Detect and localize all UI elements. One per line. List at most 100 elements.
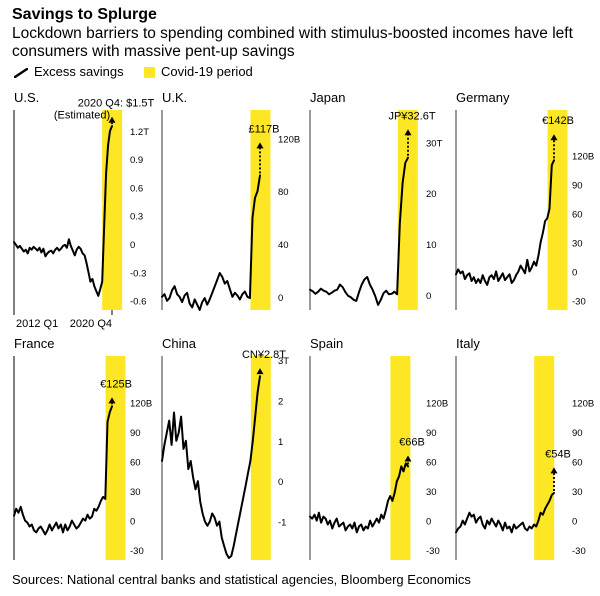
y-tick-label-china-2: 1 [278,437,283,448]
panel-italy: Italy -30 0 30 60 90 120B €54B [455,336,594,560]
panel-title-japan: Japan [310,90,345,105]
series-line-germany [455,159,555,286]
annotation-japan: JP¥32.6T [388,110,435,122]
projection-arrow-u-k [256,142,264,149]
legend-box-swatch [144,67,155,78]
panel-spain: Spain -30 0 30 60 90 120B €66B [309,336,448,560]
y-tick-label-france-0: -30 [130,546,144,557]
y-tick-label-italy-3: 60 [572,457,583,468]
y-tick-label-germany-1: 0 [572,267,577,278]
y-tick-label-japan-3: 30T [426,138,443,149]
covid-period-band-spain [390,356,411,560]
y-tick-label-italy-2: 30 [572,487,583,498]
y-tick-label-u-s-3: 0.3 [130,212,143,223]
annotation-u-k: £117B [249,123,280,135]
covid-period-band-france [105,356,126,560]
y-tick-label-spain-2: 30 [426,487,437,498]
projection-arrow-u-s [108,116,116,123]
covid-period-band-japan [397,110,418,310]
series-line-japan [309,156,409,306]
series-line-spain [309,462,409,534]
covid-period-band-italy [534,356,555,560]
y-tick-label-u-s-6: 1.2T [130,127,149,138]
y-tick-label-u-k-1: 40 [278,240,289,251]
legend-item-excess-savings: Excess savings [12,64,142,82]
projection-arrow-france [108,397,116,404]
series-line-france [13,405,113,536]
projection-arrow-japan [404,129,412,136]
y-tick-label-germany-4: 90 [572,180,583,191]
y-tick-label-germany-5: 120B [572,151,594,162]
projection-arrow-china [256,368,264,375]
y-tick-label-u-s-5: 0.9 [130,155,143,166]
panel-title-u-s: U.S. [14,90,39,105]
annotation-secondary-u-s: (Estimated) [54,110,110,122]
y-tick-label-germany-3: 60 [572,209,583,220]
panel-title-spain: Spain [310,336,343,351]
annotation-italy: €54B [545,448,571,460]
panel-title-italy: Italy [456,336,480,351]
y-tick-label-italy-0: -30 [572,546,586,557]
y-tick-label-germany-2: 30 [572,238,583,249]
covid-period-band-china [250,356,271,560]
series-line-china [161,375,261,559]
annotation-china: CN¥2.8T [242,349,286,361]
y-tick-label-u-s-0: -0.6 [130,297,146,308]
panel-title-china: China [162,336,197,351]
y-tick-label-italy-5: 120B [572,398,594,409]
y-tick-label-spain-5: 120B [426,398,448,409]
legend-label-covid-period: Covid-19 period [161,64,253,79]
y-tick-label-u-k-2: 80 [278,187,289,198]
legend-line-swatch [14,68,28,78]
y-tick-label-u-s-2: 0 [130,240,135,251]
y-tick-label-france-2: 30 [130,487,141,498]
y-tick-label-italy-4: 90 [572,428,583,439]
y-tick-label-china-3: 2 [278,396,283,407]
series-line-italy [455,492,555,534]
source-note: Sources: National central banks and stat… [12,572,471,587]
y-tick-label-china-0: -1 [278,518,286,529]
annotation-spain: €66B [399,437,425,449]
series-line-u-k [161,174,261,311]
panel-title-france: France [14,336,54,351]
annotation-france: €125B [100,378,132,390]
panel-france: France -30 0 30 60 90 120B €125B [13,336,152,560]
covid-period-band-germany [547,110,568,310]
projection-arrow-spain [404,455,412,462]
y-tick-label-u-k-3: 120B [278,134,300,145]
annotation-u-s: 2020 Q4: $1.5T [78,98,155,110]
y-tick-label-spain-4: 90 [426,428,437,439]
y-tick-label-spain-1: 0 [426,517,431,528]
projection-arrow-italy [550,467,558,474]
panel-germany: Germany -30 0 30 60 90 120B €142B [455,90,594,310]
series-line-u-s [13,125,113,297]
legend-label-excess-savings: Excess savings [34,64,124,79]
y-tick-label-france-4: 90 [130,428,141,439]
page-title: Savings to Splurge [12,6,157,23]
projection-arrow-germany [550,134,558,141]
panel-title-germany: Germany [456,90,510,105]
panel-japan: Japan 0 10 20 30T JP¥32.6T [309,90,443,310]
y-tick-label-u-s-4: 0.6 [130,183,143,194]
y-tick-label-spain-0: -30 [426,546,440,557]
y-tick-label-france-1: 0 [130,517,135,528]
page-subtitle: Lockdown barriers to spending combined w… [12,25,573,60]
y-tick-label-japan-2: 20 [426,189,437,200]
panel-u-k: U.K. 0 40 80 120B£117B [161,90,300,311]
y-tick-label-china-1: 0 [278,477,283,488]
y-tick-label-u-k-0: 0 [278,293,283,304]
y-tick-label-france-5: 120B [130,398,152,409]
covid-period-band-u-k [250,110,271,310]
annotation-germany: €142B [542,115,574,127]
y-tick-label-china-4: 3T [278,356,289,367]
y-tick-label-japan-0: 0 [426,291,431,302]
y-tick-label-germany-0: -30 [572,296,586,307]
legend-item-covid-period: Covid-19 period [144,64,274,82]
x-tick-label-u-s-0: 2012 Q1 [16,318,58,330]
panel-title-u-k: U.K. [162,90,187,105]
y-tick-label-france-3: 60 [130,457,141,468]
y-tick-label-italy-1: 0 [572,517,577,528]
y-tick-label-japan-1: 10 [426,240,437,251]
